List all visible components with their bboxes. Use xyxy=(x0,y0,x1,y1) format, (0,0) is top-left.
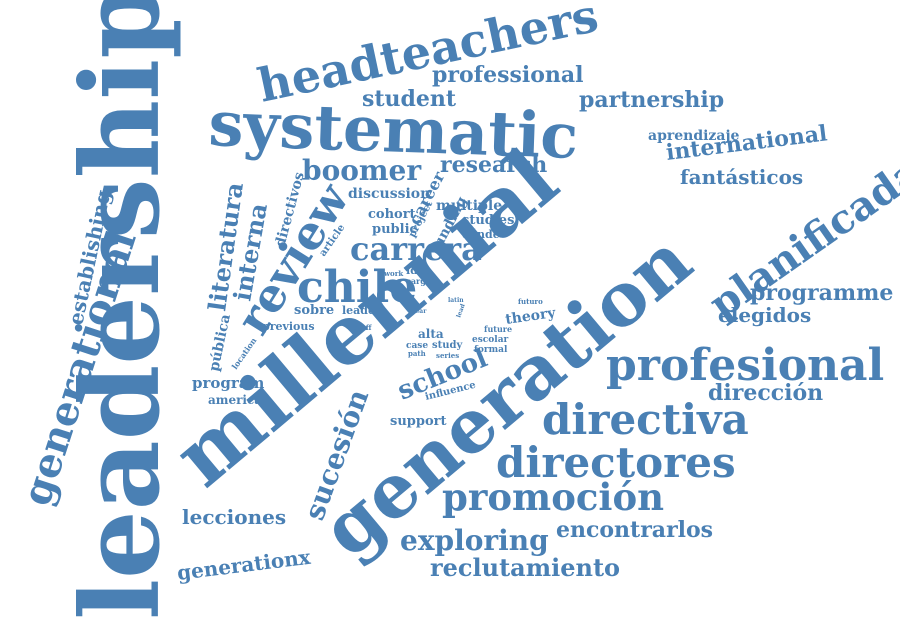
word-lecciones: lecciones xyxy=(182,505,286,529)
word-support: support xyxy=(390,414,446,429)
word-direccion: dirección xyxy=(708,380,823,406)
word-cargo: cargo xyxy=(406,276,432,286)
word-promocion: promoción xyxy=(442,475,664,519)
word-leader: leader xyxy=(342,304,381,317)
word-formal: formal xyxy=(474,345,508,355)
word-work: work xyxy=(383,269,403,278)
word-multiple: multiple xyxy=(436,198,502,214)
word-futuro: futuro xyxy=(518,297,543,306)
word-student: student xyxy=(362,86,457,112)
word-profesional: profesional xyxy=(606,340,884,391)
word-directiva: directiva xyxy=(542,395,749,444)
word-carrera: carrera xyxy=(350,230,482,268)
word-staff: staff xyxy=(354,323,373,332)
word-donde: dónde xyxy=(462,228,500,241)
word-alta: alta xyxy=(418,327,444,341)
word-previous: previous xyxy=(262,320,315,333)
word-research: research xyxy=(440,152,547,178)
word-professional: professional xyxy=(432,62,584,88)
word-year: year xyxy=(411,308,427,315)
word-directores: directores xyxy=(496,438,736,487)
word-systematic: systematic xyxy=(207,87,579,173)
word-escolar: escolar xyxy=(472,335,509,345)
word-generationx: generationx xyxy=(176,545,313,585)
word-idea: idea xyxy=(406,264,432,277)
word-case: case xyxy=(406,341,428,351)
word-elegidos: elegidos xyxy=(718,303,811,327)
word-program: program xyxy=(192,374,265,392)
word-leadership: leadership xyxy=(58,0,184,620)
word-latin: latin xyxy=(448,297,464,304)
word-exploring: exploring xyxy=(400,524,549,557)
word-american: american xyxy=(208,393,271,407)
word-sobre: sobre xyxy=(294,303,334,318)
word-boomer: boomer xyxy=(302,154,422,187)
word-partnership: partnership xyxy=(579,87,724,113)
word-encontrarlos: encontrarlos xyxy=(556,517,713,543)
word-public: public xyxy=(372,222,418,237)
word-path: path xyxy=(408,349,426,358)
word-theory: theory xyxy=(504,305,557,328)
word-lead: lead xyxy=(455,302,467,318)
word-study: study xyxy=(432,340,464,351)
word-series: series xyxy=(436,351,459,360)
word-studies: studies xyxy=(462,213,514,228)
word-chile: chile xyxy=(297,262,417,313)
word-reclutamiento: reclutamiento xyxy=(430,553,620,582)
word-discussion: discussion xyxy=(348,186,430,202)
word-cohort: cohort xyxy=(368,207,416,222)
word-fantasticos: fantásticos xyxy=(680,165,803,189)
word-future: future xyxy=(484,324,512,334)
word-programme: programme xyxy=(750,280,893,306)
word-aprendizaje: aprendizaje xyxy=(648,128,740,144)
